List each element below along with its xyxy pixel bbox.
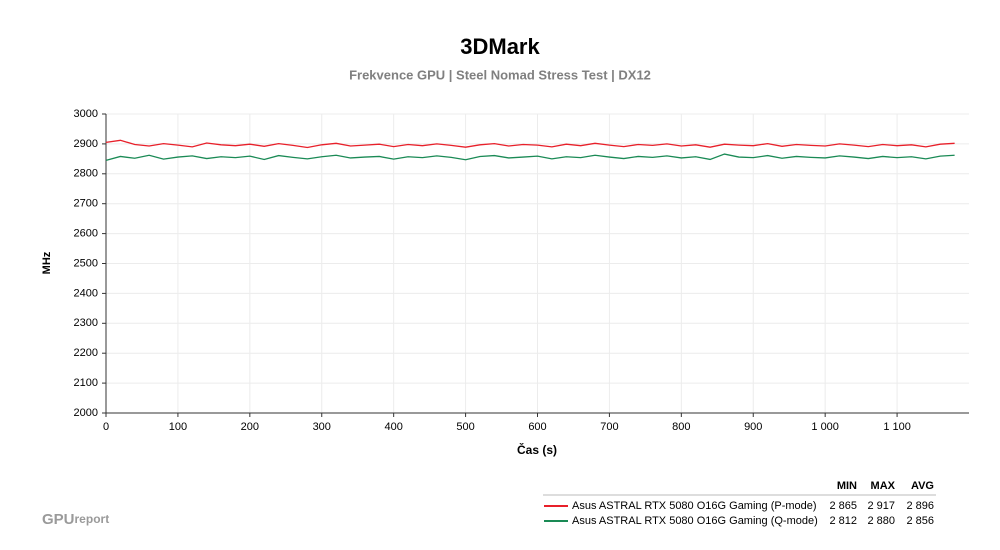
stats-header: AVG	[911, 480, 934, 492]
stats-header: MIN	[837, 480, 857, 492]
chart-title: 3DMark	[460, 34, 540, 59]
y-tick-label: 2800	[74, 168, 98, 180]
y-tick-label: 2400	[74, 287, 98, 299]
stats-header: MAX	[871, 480, 896, 492]
legend-label: Asus ASTRAL RTX 5080 O16G Gaming (P-mode…	[572, 500, 817, 512]
stat-value: 2 812	[829, 515, 857, 527]
y-tick-label: 2900	[74, 138, 98, 150]
x-tick-label: 800	[672, 421, 690, 433]
stat-value: 2 880	[867, 515, 895, 527]
x-tick-label: 500	[456, 421, 474, 433]
y-tick-label: 2700	[74, 198, 98, 210]
x-tick-label: 400	[384, 421, 402, 433]
x-tick-label: 0	[103, 421, 109, 433]
y-tick-label: 2600	[74, 228, 98, 240]
x-tick-label: 1 000	[811, 421, 839, 433]
y-tick-label: 2100	[74, 377, 98, 389]
y-tick-label: 2000	[74, 407, 98, 419]
x-tick-label: 200	[241, 421, 259, 433]
brand-bold: GPU	[42, 511, 75, 528]
x-tick-label: 900	[744, 421, 762, 433]
x-axis-label: Čas (s)	[517, 442, 557, 457]
chart-subtitle: Frekvence GPU | Steel Nomad Stress Test …	[349, 67, 651, 82]
legend-label: Asus ASTRAL RTX 5080 O16G Gaming (Q-mode…	[572, 515, 818, 527]
y-axis-label: MHz	[41, 251, 53, 274]
series-line	[105, 153, 955, 161]
x-tick-label: 300	[313, 421, 331, 433]
y-tick-label: 2500	[74, 257, 98, 269]
stat-value: 2 917	[867, 500, 895, 512]
x-tick-label: 700	[600, 421, 618, 433]
y-tick-label: 3000	[74, 108, 98, 120]
y-tick-label: 2200	[74, 347, 98, 359]
stat-value: 2 865	[829, 500, 857, 512]
brand: GPUreport	[42, 511, 109, 528]
x-tick-label: 100	[169, 421, 187, 433]
x-tick-label: 1 100	[883, 421, 911, 433]
x-tick-label: 600	[528, 421, 546, 433]
stat-value: 2 896	[906, 500, 934, 512]
y-tick-label: 2300	[74, 317, 98, 329]
brand-light: report	[75, 512, 110, 526]
series-line	[105, 139, 955, 149]
stat-value: 2 856	[906, 515, 934, 527]
